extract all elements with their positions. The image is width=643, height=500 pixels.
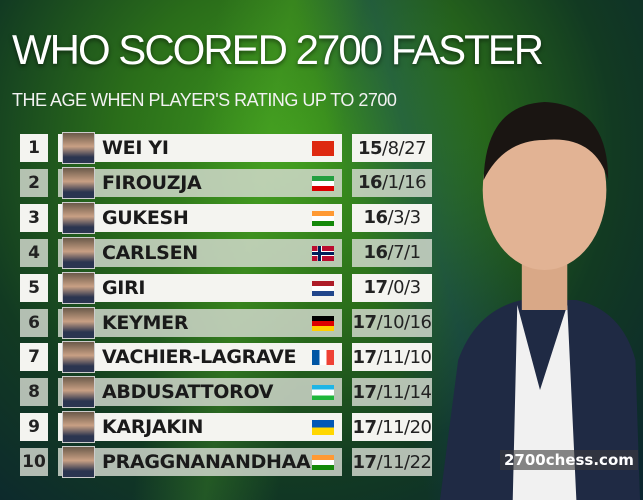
- ranking-row: 3 GUKESH 16/3/3: [20, 201, 432, 234]
- age-years: 17: [352, 381, 378, 403]
- rank-number: 8: [20, 378, 48, 407]
- norway-flag-icon: [312, 245, 334, 261]
- player-name: KARJAKIN: [102, 416, 204, 439]
- name-bar: [58, 203, 342, 232]
- france-flag-icon: [312, 350, 334, 366]
- age-years: 17: [352, 346, 378, 368]
- age-value: 17/11/10: [352, 343, 432, 372]
- age-years: 17: [363, 277, 388, 299]
- age-years: 16: [363, 242, 388, 264]
- player-avatar: [62, 271, 95, 304]
- name-bar: [58, 238, 342, 267]
- name-bar: [58, 168, 342, 197]
- ranking-row: 1 WEI YI 15/8/27: [20, 132, 432, 164]
- name-bar: [58, 134, 342, 162]
- age-value: 17/11/20: [352, 413, 432, 442]
- player-avatar: [62, 341, 95, 374]
- germany-flag-icon: [312, 315, 334, 331]
- ranking-row: 2 FIROUZJA 16/1/16: [20, 166, 432, 199]
- name-bar: [58, 413, 342, 442]
- ranking-row: 4 CARLSEN 16/7/1: [20, 236, 432, 269]
- player-name: GIRI: [102, 276, 146, 299]
- age-value: 17/10/16: [352, 308, 432, 337]
- player-name: FIROUZJA: [102, 171, 202, 194]
- ranking-row: 5 GIRI 17/0/3: [20, 271, 432, 304]
- age-years: 16: [363, 207, 388, 229]
- age-months-days: /3/3: [387, 207, 422, 229]
- player-name: VACHIER-LAGRAVE: [102, 346, 297, 369]
- ukraine-flag-icon: [312, 420, 334, 436]
- age-years: 16: [357, 172, 383, 194]
- india-flag-icon: [312, 210, 334, 226]
- age-value: 17/11/14: [352, 378, 432, 407]
- player-name: WEI YI: [102, 137, 169, 159]
- player-photo: [440, 102, 640, 500]
- age-years: 15: [357, 137, 383, 159]
- name-bar: [58, 378, 342, 407]
- ranking-row: 10 PRAGGNANANDHAA 17/11/22: [20, 446, 432, 479]
- rank-number: 4: [20, 238, 48, 267]
- page-title: WHO SCORED 2700 FASTER: [12, 26, 544, 73]
- age-months-days: /0/3: [387, 277, 422, 299]
- player-avatar: [62, 236, 95, 269]
- player-name: PRAGGNANANDHAA: [102, 451, 311, 474]
- age-months-days: /7/1: [387, 242, 422, 264]
- rank-number: 5: [20, 273, 48, 302]
- age-months-days: /10/16: [376, 312, 432, 333]
- netherlands-flag-icon: [312, 280, 334, 296]
- name-bar: [58, 448, 342, 477]
- iran-flag-icon: [312, 175, 334, 191]
- age-value: 17/11/22: [352, 448, 432, 477]
- age-months-days: /11/14: [376, 381, 432, 403]
- ranking-row: 9 KARJAKIN 17/11/20: [20, 411, 432, 444]
- age-value: 17/0/3: [352, 273, 432, 302]
- player-avatar: [62, 411, 95, 444]
- player-avatar: [62, 306, 95, 339]
- player-name: CARLSEN: [102, 241, 198, 264]
- name-bar: [58, 273, 342, 302]
- china-flag-icon: [312, 141, 334, 156]
- rank-number: 2: [20, 168, 48, 197]
- rank-number: 1: [20, 134, 48, 162]
- rank-number: 9: [20, 413, 48, 442]
- age-value: 16/7/1: [352, 238, 432, 267]
- player-name: KEYMER: [102, 311, 189, 334]
- ranking-row: 8 ABDUSATTOROV 17/11/14: [20, 376, 432, 409]
- age-value: 16/3/3: [352, 203, 432, 232]
- age-months-days: /11/10: [376, 346, 432, 368]
- ranking-row: 7 VACHIER-LAGRAVE 17/11/10: [20, 341, 432, 374]
- age-years: 17: [352, 416, 378, 438]
- name-bar: [58, 343, 342, 372]
- ranking-row: 6 KEYMER 17/10/16: [20, 306, 432, 339]
- player-avatar: [62, 132, 95, 164]
- rank-number: 10: [20, 448, 48, 477]
- page-subtitle: THE AGE WHEN PLAYER'S RATING UP TO 2700: [12, 90, 397, 110]
- age-value: 15/8/27: [352, 134, 432, 162]
- player-avatar: [62, 166, 95, 199]
- age-years: 17: [352, 312, 378, 333]
- player-name: ABDUSATTOROV: [102, 381, 274, 404]
- age-months-days: /8/27: [382, 137, 427, 159]
- age-months-days: /11/20: [376, 416, 432, 438]
- age-months-days: /11/22: [376, 451, 432, 473]
- age-years: 17: [352, 451, 378, 473]
- player-avatar: [62, 201, 95, 234]
- uzbekistan-flag-icon: [312, 385, 334, 401]
- rank-number: 3: [20, 203, 48, 232]
- india-flag-icon: [312, 455, 334, 471]
- watermark: 2700chess.com: [500, 450, 638, 470]
- age-months-days: /1/16: [382, 172, 427, 194]
- player-name: GUKESH: [102, 206, 189, 229]
- age-value: 16/1/16: [352, 168, 432, 197]
- player-avatar: [62, 446, 95, 479]
- rank-number: 7: [20, 343, 48, 372]
- player-avatar: [62, 376, 95, 409]
- name-bar: [58, 308, 342, 337]
- rank-number: 6: [20, 308, 48, 337]
